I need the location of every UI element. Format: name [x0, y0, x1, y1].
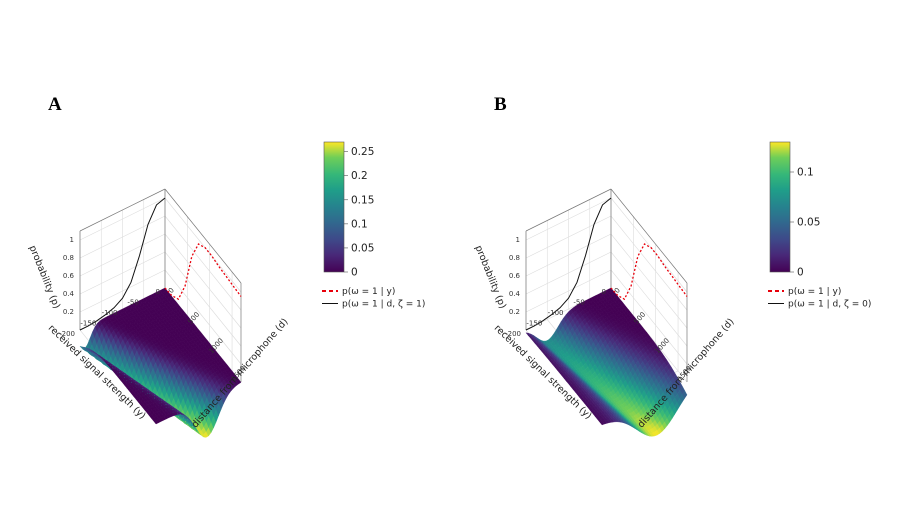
series-curve-0	[164, 243, 242, 301]
x-tick-label: 0	[167, 286, 176, 295]
colorbar-tick-label: 0	[351, 267, 358, 279]
z-tick-label: 0.2	[509, 308, 520, 316]
panel-b-curves	[525, 197, 688, 331]
panel-b-colorbar: 0 0.05 0.1	[769, 141, 820, 279]
z-tick-label: 0.2	[63, 308, 74, 316]
colorbar-tick-label: 0	[797, 267, 804, 279]
z-tick-label: 1	[70, 236, 74, 244]
z-tick-label: 0.4	[509, 290, 521, 298]
panel-b-legend: p(ω = 1 | y) p(ω = 1 | d, ζ = 0)	[768, 287, 871, 310]
panel-b: B 0.20.40.60.81-200-150-100-500 050010001…	[473, 94, 871, 437]
z-tick-label: 0.4	[63, 290, 75, 298]
series-curve-1	[79, 197, 166, 331]
legend-entry-0: p(ω = 1 | y)	[788, 287, 841, 297]
panel-a-density-surface	[79, 287, 242, 438]
surface-facet	[682, 390, 688, 399]
panel-a: A 0.20.40.60.81-200-150-100-500 050010001…	[27, 94, 425, 438]
y-tick-label: -50	[127, 299, 138, 307]
colorbar-tick-label: 0.25	[351, 146, 374, 158]
legend-entry-1: p(ω = 1 | d, ζ = 1)	[342, 300, 425, 310]
colorbar-tick-label: 0.1	[351, 218, 368, 230]
z-tick-label: 1	[516, 236, 520, 244]
colorbar-tick-label: 0.2	[351, 170, 368, 182]
y-tick-label: -100	[102, 309, 118, 317]
colorbar-tick-label: 0.1	[797, 167, 814, 179]
panel-a-colorbar-gradient	[323, 141, 345, 273]
panel-letter-a: A	[48, 94, 62, 115]
y-tick-label: 0	[156, 288, 160, 296]
z-tick-label: 0.8	[509, 254, 520, 262]
colorbar-tick-label: 0.05	[351, 242, 374, 254]
panel-b-z-axis-title: probability (p)	[473, 244, 508, 310]
panel-a-colorbar: 0 0.05 0.1 0.15 0.2 0.25	[323, 141, 374, 279]
surface-facet	[236, 379, 242, 385]
x-tick-label: 0	[613, 286, 622, 295]
series-curve-0	[610, 243, 688, 301]
panel-a-curves	[79, 197, 242, 331]
y-tick-label: -200	[59, 330, 75, 338]
x-tick-label: 500	[632, 311, 647, 326]
panel-b-colorbar-gradient	[769, 141, 791, 273]
panel-a-z-axis-title: probability (p)	[27, 244, 62, 310]
series-curve-1	[525, 197, 612, 331]
legend-entry-0: p(ω = 1 | y)	[342, 287, 395, 297]
colorbar-tick-label: 0.15	[351, 194, 374, 206]
y-tick-label: -150	[80, 320, 96, 328]
x-tick-label: 500	[186, 311, 201, 326]
z-tick-label: 0.6	[63, 272, 75, 280]
panel-b-density-surface	[525, 287, 688, 437]
colorbar-tick-label: 0.05	[797, 217, 820, 229]
y-tick-label: -200	[505, 330, 521, 338]
z-tick-label: 0.8	[63, 254, 74, 262]
legend-entry-1: p(ω = 1 | d, ζ = 0)	[788, 300, 871, 310]
y-tick-label: -100	[548, 309, 564, 317]
panel-a-legend: p(ω = 1 | y) p(ω = 1 | d, ζ = 1)	[322, 287, 425, 310]
panel-letter-b: B	[494, 94, 507, 115]
y-tick-label: -150	[526, 320, 542, 328]
y-tick-label: 0	[602, 288, 606, 296]
y-tick-label: -50	[573, 299, 584, 307]
z-tick-label: 0.6	[509, 272, 521, 280]
